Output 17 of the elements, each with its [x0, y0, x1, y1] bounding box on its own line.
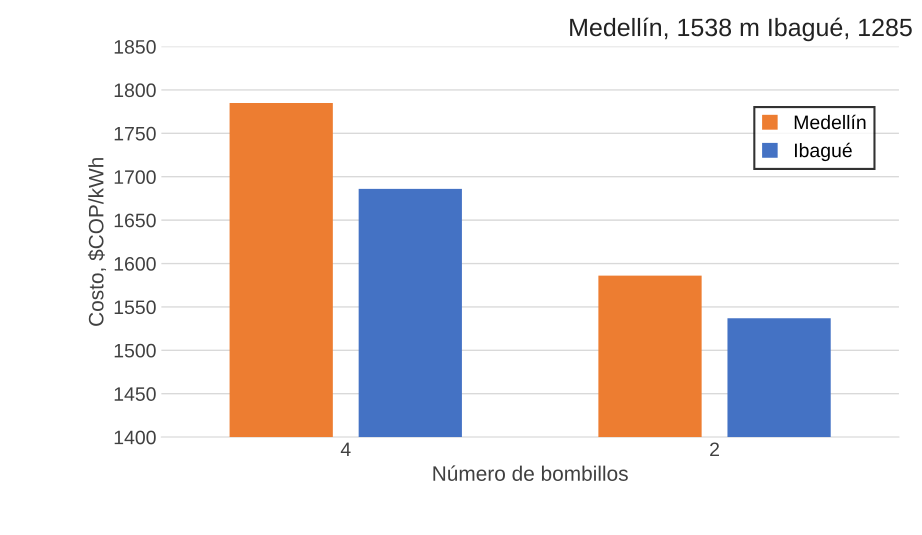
y-tick-label: 1650 [114, 214, 156, 228]
y-axis-title: Costo, $COP/kWh [88, 158, 106, 326]
y-tick-label: 1500 [114, 344, 156, 358]
y-tick-label: 1700 [114, 170, 156, 184]
legend-label: Medellín [794, 114, 866, 130]
y-tick-label: 1850 [114, 40, 156, 54]
y-tick-label: 1450 [114, 387, 156, 401]
y-tick-label: 1750 [114, 126, 156, 141]
legend-label: Ibagué [795, 142, 852, 162]
x-tick-label: 4 [340, 442, 351, 456]
chart-title: Medellín, 1538 m Ibagué, 1285 [570, 18, 912, 42]
y-tick-label: 1800 [114, 83, 156, 98]
y-tick-label: 1600 [114, 256, 156, 271]
y-tick-label: 1400 [114, 430, 156, 444]
x-axis-title: Número de bombillos [433, 465, 628, 481]
x-tick-label: 2 [710, 442, 719, 456]
y-tick-label: 1550 [114, 300, 156, 314]
